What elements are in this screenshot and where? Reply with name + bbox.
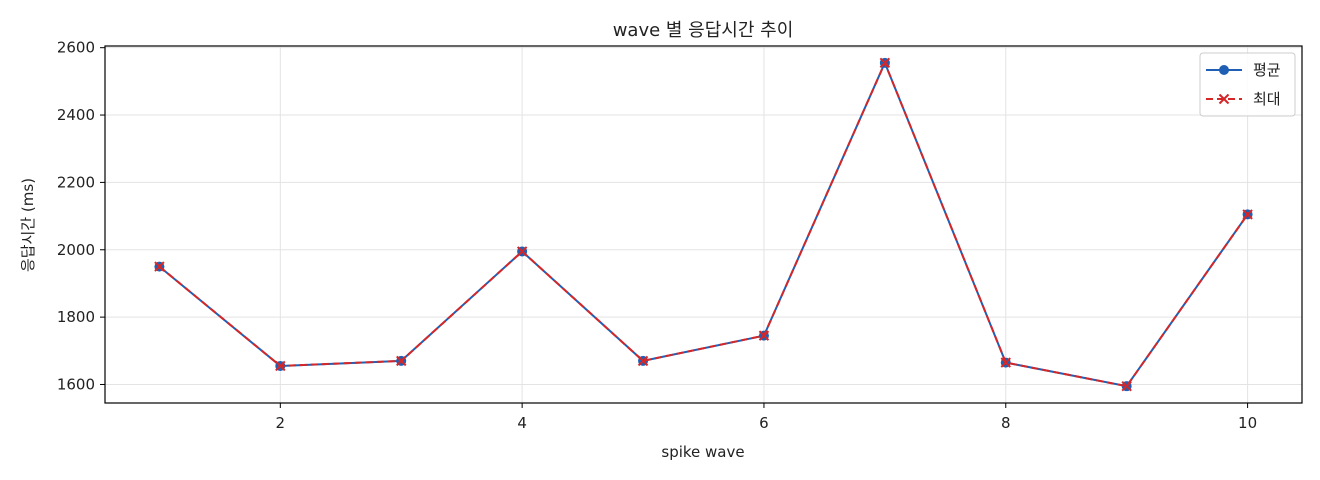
data-point-max-stroke — [154, 261, 165, 272]
y-axis-label: 응답시간 (ms) — [19, 178, 37, 272]
legend-marker-max-stroke — [1218, 93, 1230, 105]
data-point-max-stroke — [516, 246, 528, 257]
data-point-max-stroke — [758, 330, 770, 341]
legend-marker-max — [1218, 93, 1230, 105]
series-line-avg — [158, 61, 1249, 388]
data-point-max — [758, 330, 770, 341]
y-tick-label: 2600 — [57, 39, 95, 57]
data-point-max-stroke — [275, 360, 286, 372]
data-point-max — [275, 360, 286, 372]
y-tick-label: 2400 — [57, 106, 95, 124]
series-line-max — [158, 61, 1249, 388]
data-point-max — [1000, 357, 1011, 368]
legend-label-max: 최대 — [1253, 90, 1281, 108]
legend-box — [1199, 52, 1296, 117]
data-point-max — [879, 57, 891, 69]
data-point-max-stroke — [637, 355, 649, 367]
x-tick-label: 4 — [517, 414, 527, 432]
data-point-max-stroke — [1000, 357, 1011, 368]
data-point-max-stroke — [879, 57, 891, 69]
grid — [105, 46, 1302, 403]
x-tick-label: 10 — [1238, 414, 1257, 432]
y-tick-label: 2200 — [57, 173, 95, 191]
data-point-max — [1242, 209, 1253, 220]
y-axis: 1600 1800 2000 2200 2400 2600 — [57, 39, 105, 393]
x-tick-label: 2 — [276, 414, 286, 432]
y-tick-label: 2000 — [57, 241, 95, 259]
data-point-max — [396, 355, 407, 367]
plot-frame — [104, 45, 1303, 404]
legend-label-avg: 평균 — [1253, 61, 1281, 79]
y-tick-label: 1600 — [57, 375, 95, 393]
data-point-max-stroke — [396, 355, 407, 367]
data-point-max-stroke — [1242, 209, 1253, 220]
legend-marker-avg — [1219, 65, 1229, 75]
x-tick-label: 8 — [1001, 414, 1011, 432]
chart-title: wave 별 응답시간 추이 — [613, 20, 794, 41]
data-point-max — [154, 261, 165, 272]
data-point-max — [637, 355, 649, 367]
data-point-max — [1121, 380, 1132, 392]
x-tick-label: 6 — [759, 414, 769, 432]
series-layer — [154, 57, 1253, 392]
data-point-max — [516, 246, 528, 257]
x-axis: 2 4 6 8 10 — [276, 403, 1257, 432]
y-tick-label: 1800 — [57, 308, 95, 326]
data-point-max-stroke — [1121, 380, 1132, 392]
x-axis-label: spike wave — [661, 443, 744, 461]
